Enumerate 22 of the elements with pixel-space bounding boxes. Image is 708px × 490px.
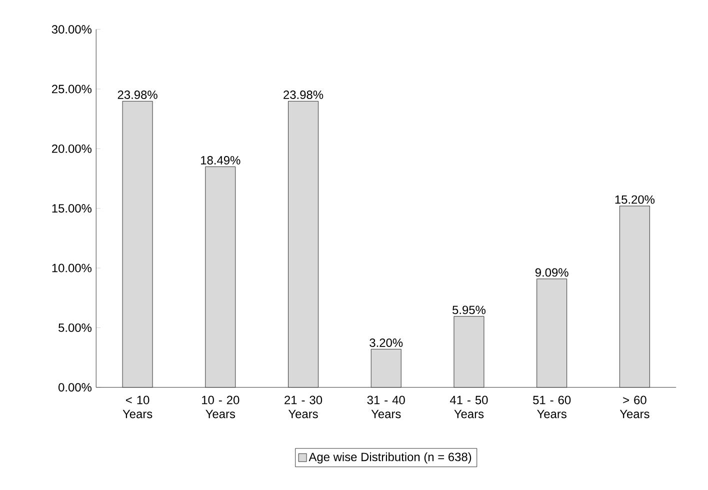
x-tick-label: 21 - 30 Years (284, 396, 322, 418)
x-tick-label: 41 - 50 Years (450, 396, 488, 418)
y-tick-label: 10.00% (52, 264, 92, 272)
y-tick-label: 0.00% (58, 383, 92, 392)
y-tick-label: 20.00% (52, 144, 92, 153)
data-label: 23.98% (284, 90, 324, 99)
y-tick-label: 5.00% (58, 323, 92, 332)
data-label: 9.09% (535, 268, 568, 277)
x-tick-label: 51 - 60 Years (533, 396, 571, 418)
data-label: 15.20% (615, 195, 655, 204)
x-tick-label: 31 - 40 Years (367, 396, 405, 418)
x-tick-label: < 10 Years (122, 396, 152, 418)
data-label: 5.95% (452, 306, 486, 314)
data-label: 23.98% (118, 90, 158, 99)
x-tick-label: 10 - 20 Years (202, 396, 240, 418)
legend-label: Age wise Distribution (n = 638) (308, 452, 472, 464)
y-tick-label: 25.00% (52, 84, 92, 94)
data-label: 3.20% (370, 338, 403, 347)
y-tick-label: 30.00% (52, 25, 92, 34)
x-tick-label: > 60 Years (620, 396, 650, 418)
data-label: 18.49% (201, 156, 240, 165)
y-tick-label: 15.00% (52, 204, 92, 213)
